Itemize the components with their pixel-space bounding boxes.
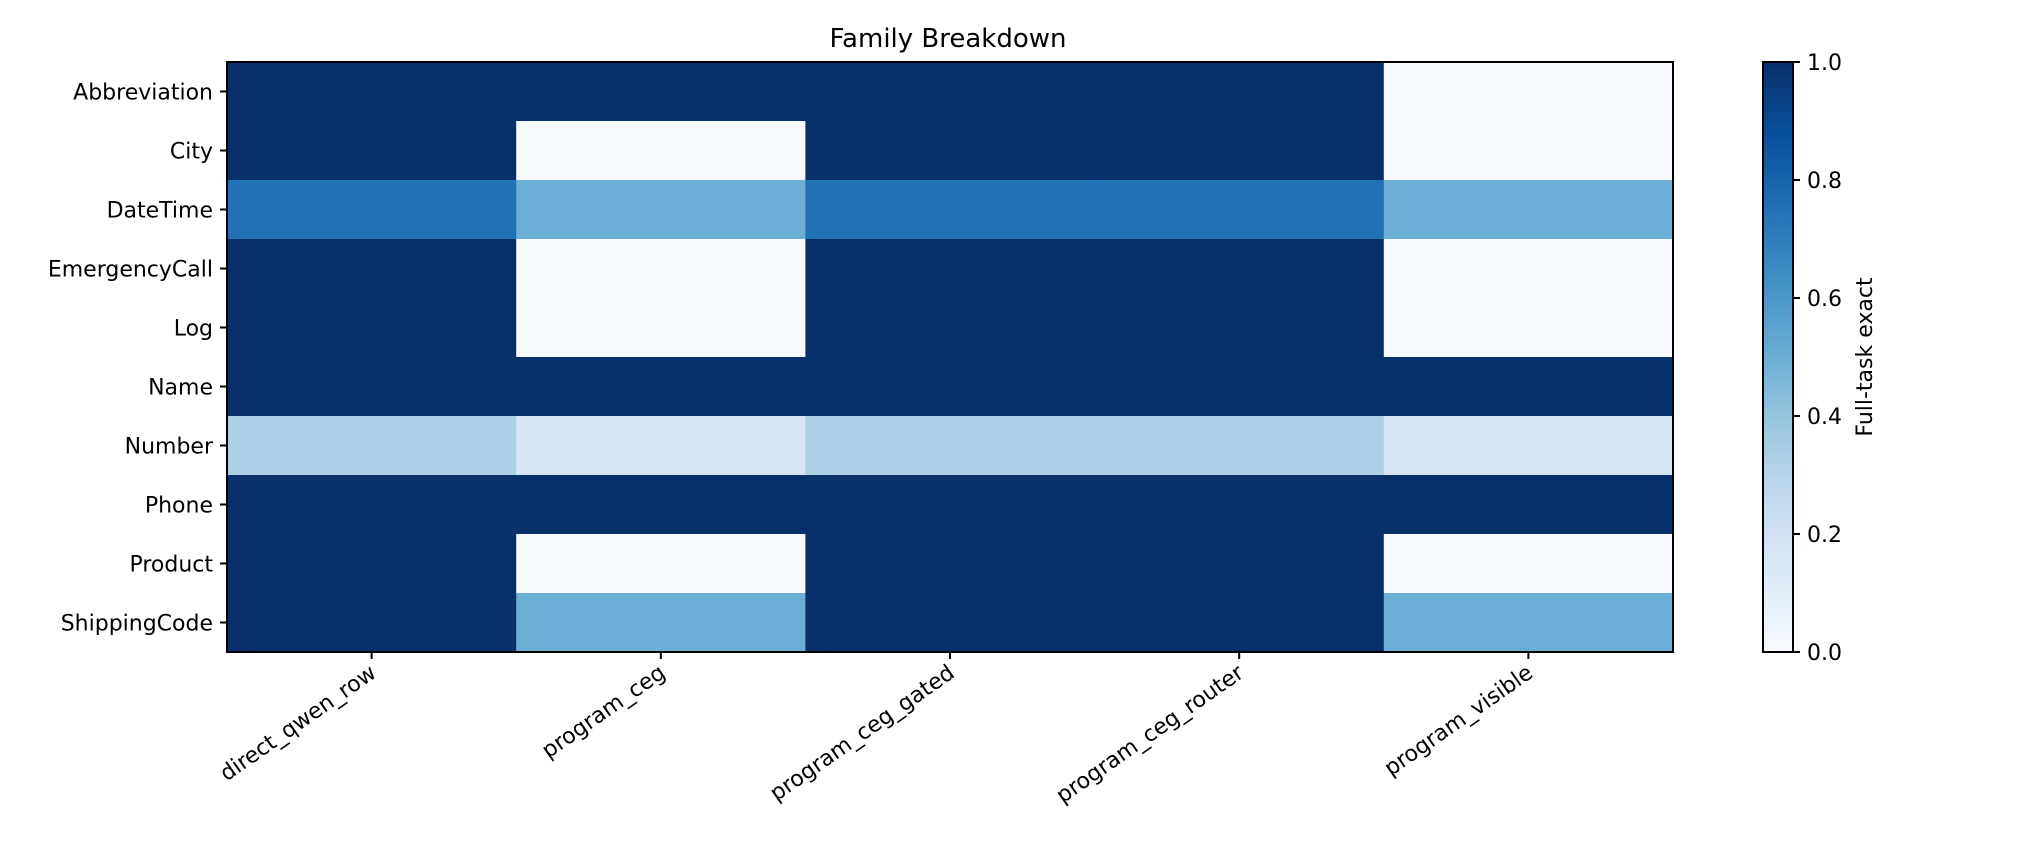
y-tick-label: Phone (145, 494, 213, 519)
heatmap-cell (516, 593, 806, 653)
heatmap-cell (1094, 121, 1385, 181)
heatmap-cell (805, 180, 1096, 240)
y-axis: Abbreviation City DateTime EmergencyCall Log… (48, 81, 227, 637)
heatmap-cell (227, 357, 517, 417)
y-tick-label: Name (148, 376, 213, 401)
heatmap-cell (805, 239, 1096, 299)
heatmap-cell (516, 121, 806, 181)
heatmap-cell (1094, 298, 1385, 358)
heatmap-cell (227, 62, 517, 122)
heatmap-cell (1094, 62, 1385, 122)
heatmap-cell (1383, 298, 1674, 358)
y-tick-label: City (170, 140, 213, 165)
x-tick-label: program_ceg_router (1052, 660, 1250, 809)
colorbar-ticks: 0.0 0.2 0.4 0.6 0.8 1.0 (1793, 51, 1842, 666)
heatmap-cell (805, 593, 1096, 653)
y-tick-label: ShippingCode (61, 612, 213, 637)
heatmap-cell (1383, 357, 1674, 417)
heatmap-cell (1383, 121, 1674, 181)
heatmap-cell (227, 475, 517, 535)
x-tick-label: direct_qwen_row (216, 660, 381, 786)
heatmap-cell (516, 475, 806, 535)
heatmap-cell (516, 180, 806, 240)
colorbar-tick-label: 1.0 (1807, 51, 1842, 76)
colorbar-tick-label: 0.0 (1807, 641, 1842, 666)
heatmap-cell (227, 416, 517, 476)
heatmap-cell (805, 298, 1096, 358)
heatmap-cell (1383, 416, 1674, 476)
heatmap-cell (1383, 593, 1674, 653)
colorbar-tick-label: 0.8 (1807, 169, 1842, 194)
heatmap-cells (227, 62, 1674, 653)
heatmap-cell (1383, 62, 1674, 122)
heatmap-cell (1094, 180, 1385, 240)
heatmap-cell (1383, 534, 1674, 594)
chart-title: Family Breakdown (829, 24, 1066, 54)
y-tick-label: DateTime (107, 199, 213, 224)
heatmap-cell (1094, 534, 1385, 594)
heatmap-cell (227, 180, 517, 240)
heatmap-cell (516, 416, 806, 476)
heatmap-cell (805, 475, 1096, 535)
heatmap-cell (227, 239, 517, 299)
heatmap-cell (1383, 475, 1674, 535)
y-tick-label: Product (129, 553, 213, 578)
heatmap-cell (1094, 357, 1385, 417)
y-tick-label: Log (174, 317, 213, 342)
heatmap-cell (516, 534, 806, 594)
colorbar-frame (1762, 61, 1794, 653)
x-tick-label: program_visible (1380, 660, 1538, 781)
heatmap-cell (227, 298, 517, 358)
heatmap-cell (1094, 239, 1385, 299)
heatmap-cell (516, 239, 806, 299)
heatmap-cell (1094, 475, 1385, 535)
heatmap-cell (1094, 416, 1385, 476)
heatmap-cell (516, 298, 806, 358)
heatmap-cell (516, 62, 806, 122)
heatmap-cell (1383, 239, 1674, 299)
y-tick-label: Number (125, 435, 214, 460)
heatmap-cell (1383, 180, 1674, 240)
colorbar-tick-label: 0.6 (1807, 287, 1842, 312)
y-tick-label: Abbreviation (73, 81, 213, 106)
heatmap-cell (1094, 593, 1385, 653)
heatmap-cell (805, 416, 1096, 476)
heatmap-cell (805, 357, 1096, 417)
x-tick-label: program_ceg_gated (766, 660, 960, 806)
heatmap-cell (805, 62, 1096, 122)
x-axis: direct_qwen_row program_ceg program_ceg_ga… (216, 652, 1538, 809)
heatmap-cell (805, 534, 1096, 594)
x-tick-label: program_ceg (538, 660, 671, 763)
colorbar (1763, 62, 1793, 652)
heatmap-cell (227, 121, 517, 181)
colorbar-label: Full-task exact (1853, 277, 1878, 437)
y-tick-label: EmergencyCall (48, 258, 213, 283)
heatmap-cell (227, 593, 517, 653)
colorbar-tick-label: 0.4 (1807, 405, 1842, 430)
heatmap-cell (516, 357, 806, 417)
heatmap-cell (227, 534, 517, 594)
heatmap-cell (805, 121, 1096, 181)
colorbar-tick-label: 0.2 (1807, 523, 1842, 548)
